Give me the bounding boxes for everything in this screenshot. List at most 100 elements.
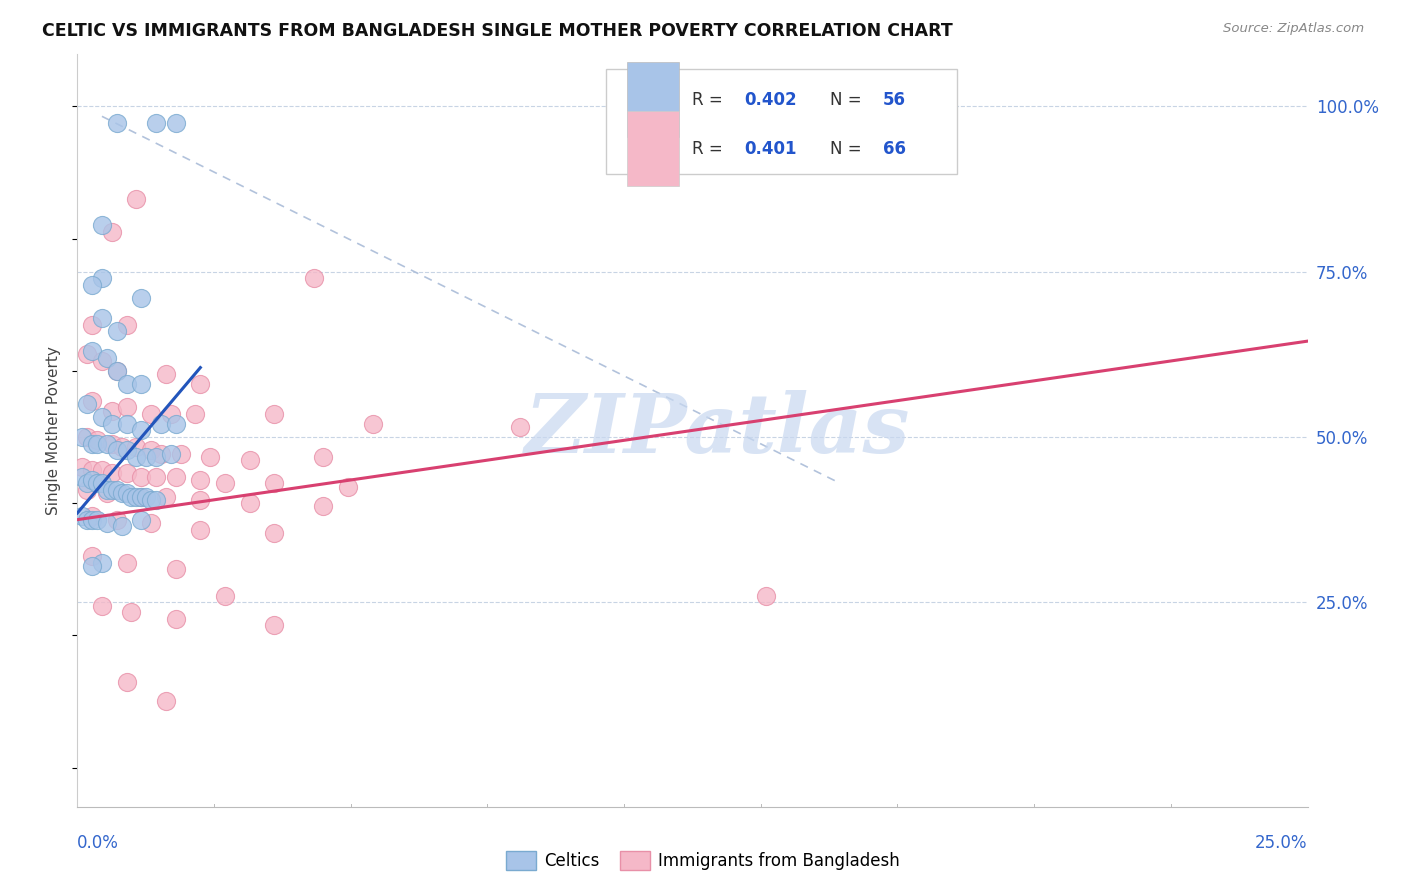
Point: [105, 364, 128, 378]
Point: [145, 492, 167, 507]
Point: [131, 469, 153, 483]
Point: [337, 480, 360, 494]
Point: [90, 354, 114, 368]
Point: [76, 430, 98, 444]
Point: [125, 490, 148, 504]
Point: [141, 516, 163, 530]
Bar: [627, 62, 679, 137]
Point: [165, 116, 187, 130]
Point: [96, 351, 118, 365]
Point: [90, 219, 114, 233]
Point: [131, 291, 153, 305]
Point: [361, 417, 384, 431]
Bar: [627, 112, 679, 186]
Text: CELTIC VS IMMIGRANTS FROM BANGLADESH SINGLE MOTHER POVERTY CORRELATION CHART: CELTIC VS IMMIGRANTS FROM BANGLADESH SIN…: [42, 22, 953, 40]
Point: [82, 513, 104, 527]
Point: [150, 417, 173, 431]
Point: [70, 469, 93, 483]
Text: 56: 56: [883, 91, 905, 109]
Point: [101, 467, 124, 481]
Point: [115, 467, 138, 481]
Point: [82, 436, 104, 450]
Point: [509, 420, 531, 434]
Point: [101, 483, 124, 497]
Point: [115, 401, 138, 415]
Point: [111, 486, 132, 500]
Point: [141, 443, 163, 458]
Text: 0.401: 0.401: [744, 140, 797, 158]
Point: [115, 377, 138, 392]
Text: R =: R =: [693, 91, 728, 109]
Point: [76, 513, 98, 527]
Point: [190, 523, 212, 537]
Point: [121, 490, 143, 504]
Point: [82, 509, 104, 524]
Text: 0.0%: 0.0%: [77, 834, 120, 852]
Point: [82, 463, 104, 477]
Point: [115, 486, 138, 500]
Point: [135, 490, 157, 504]
Point: [76, 476, 98, 491]
Point: [131, 377, 153, 392]
Point: [105, 116, 128, 130]
Point: [96, 483, 118, 497]
Point: [82, 393, 104, 408]
Point: [82, 344, 104, 359]
Point: [263, 476, 285, 491]
Text: N =: N =: [831, 140, 868, 158]
Point: [125, 450, 148, 464]
Point: [200, 450, 222, 464]
Point: [96, 486, 118, 500]
Point: [141, 492, 163, 507]
Point: [82, 473, 104, 487]
Point: [190, 492, 212, 507]
Point: [90, 556, 114, 570]
Text: 25.0%: 25.0%: [1256, 834, 1308, 852]
Point: [101, 436, 124, 450]
Point: [115, 417, 138, 431]
Point: [145, 116, 167, 130]
Point: [115, 556, 138, 570]
Point: [101, 403, 124, 417]
Point: [111, 519, 132, 533]
Point: [155, 490, 177, 504]
Point: [302, 271, 325, 285]
Point: [165, 417, 187, 431]
Point: [82, 277, 104, 292]
Point: [239, 453, 262, 467]
Point: [190, 377, 212, 392]
Point: [263, 525, 285, 540]
Point: [263, 618, 285, 632]
Point: [82, 549, 104, 563]
Point: [105, 324, 128, 338]
Point: [96, 516, 118, 530]
Point: [96, 436, 118, 450]
Point: [125, 440, 148, 454]
Point: [115, 443, 138, 458]
Point: [150, 446, 173, 460]
Point: [170, 446, 193, 460]
Point: [125, 192, 148, 206]
Point: [82, 558, 104, 573]
Point: [90, 410, 114, 425]
Point: [239, 496, 262, 510]
Text: R =: R =: [693, 140, 728, 158]
Text: Source: ZipAtlas.com: Source: ZipAtlas.com: [1223, 22, 1364, 36]
Point: [135, 450, 157, 464]
Point: [312, 450, 335, 464]
Point: [155, 694, 177, 708]
Point: [105, 443, 128, 458]
Point: [184, 407, 207, 421]
Point: [312, 500, 335, 514]
Point: [76, 397, 98, 411]
Point: [145, 450, 167, 464]
Point: [141, 407, 163, 421]
Text: 0.402: 0.402: [744, 91, 797, 109]
Point: [131, 513, 153, 527]
Point: [105, 364, 128, 378]
Point: [214, 589, 236, 603]
Point: [82, 318, 104, 332]
Point: [131, 490, 153, 504]
Point: [70, 430, 93, 444]
FancyBboxPatch shape: [606, 69, 957, 174]
